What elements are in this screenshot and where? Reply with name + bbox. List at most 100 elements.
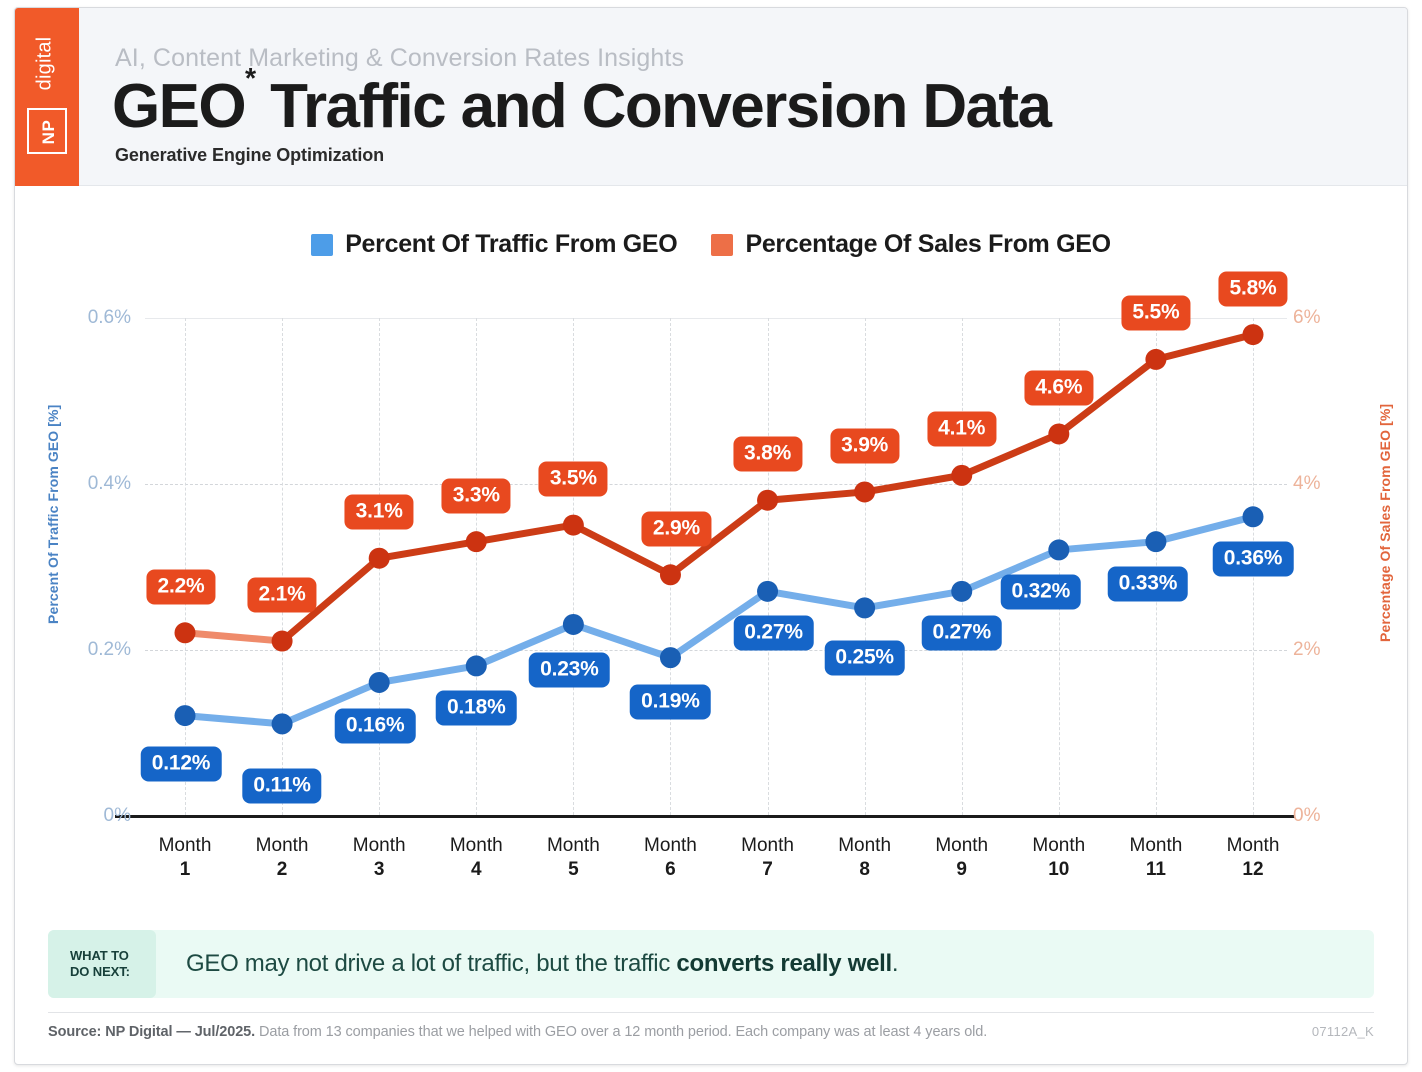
sales-value-badge: 2.1%: [247, 577, 317, 613]
legend-item-sales[interactable]: Percentage Of Sales From GEO: [711, 230, 1111, 259]
callout-text: GEO may not drive a lot of traffic, but …: [156, 950, 899, 978]
x-label-number: 5: [568, 858, 579, 880]
traffic-value-badge: 0.23%: [529, 652, 610, 688]
gridline-0.2: [145, 650, 1287, 651]
legend-swatch-icon-sales: [711, 233, 734, 256]
x-axis-label: Month 1: [159, 834, 212, 882]
callout-tag: WHAT TO DO NEXT:: [48, 930, 156, 998]
x-label-month: Month: [1129, 835, 1183, 856]
axis-baseline: [115, 815, 1295, 818]
logo-np-box: NP: [27, 108, 67, 154]
sales-value-badge: 4.1%: [927, 411, 997, 447]
footer-divider: [48, 1012, 1374, 1013]
x-axis-label: Month 9: [935, 834, 988, 882]
sales-value-badge: 3.8%: [732, 436, 803, 472]
x-axis-label: Month 12: [1227, 834, 1280, 882]
sales-value-badge: 3.3%: [441, 478, 511, 514]
x-label-number: 12: [1242, 858, 1264, 880]
header-eyebrow: AI, Content Marketing & Conversion Rates…: [115, 44, 685, 72]
header: digital NP AI, Content Marketing & Conve…: [15, 8, 1407, 186]
np-digital-logo: digital NP: [15, 8, 79, 186]
series-lines: [174, 324, 1264, 735]
title-asterisk: *: [245, 62, 256, 95]
left-tick-0.4: 0.4%: [87, 473, 131, 494]
vertical-gridline: [767, 318, 769, 815]
footer-code: 07112A_K: [1311, 1024, 1374, 1039]
traffic-value-badge: 0.11%: [242, 768, 322, 804]
x-label-month: Month: [1226, 835, 1280, 856]
right-tick-4: 4%: [1293, 473, 1321, 494]
page-title: GEO* Traffic and Conversion Data: [112, 64, 1052, 138]
sales-value-badge: 5.5%: [1121, 295, 1191, 331]
chart-legend: Percent Of Traffic From GEO Percentage O…: [15, 230, 1407, 259]
footer-source: Source: NP Digital — Jul/2025. Data from…: [48, 1024, 987, 1040]
sales-value-badge: 5.8%: [1218, 271, 1288, 307]
traffic-value-badge: 0.27%: [733, 615, 814, 651]
vertical-gridline: [185, 318, 186, 815]
x-label-month: Month: [935, 835, 989, 856]
x-label-month: Month: [838, 835, 892, 856]
x-axis-label: Month 8: [838, 834, 891, 882]
gridline-0.6: [145, 318, 1287, 319]
traffic-value-badge: 0.19%: [630, 684, 711, 720]
x-label-number: 8: [859, 858, 870, 880]
x-label-month: Month: [741, 835, 794, 856]
legend-item-traffic[interactable]: Percent Of Traffic From GEO: [311, 230, 678, 259]
vertical-gridline: [282, 318, 284, 815]
logo-np-text: NP: [39, 119, 58, 145]
traffic-value-badge: 0.16%: [334, 708, 416, 744]
x-axis-label: Month 11: [1130, 834, 1183, 882]
x-label-month: Month: [546, 835, 600, 856]
callout-text-start: GEO may not drive a lot of traffic, but …: [186, 950, 677, 977]
vertical-gridline: [1058, 318, 1060, 815]
footer: Source: NP Digital — Jul/2025. Data from…: [48, 1024, 1374, 1040]
left-tick-0.2: 0.2%: [87, 639, 131, 660]
x-label-number: 6: [665, 858, 676, 880]
page-title-main: GEO: [112, 72, 247, 141]
sales-value-badge: 4.6%: [1024, 370, 1094, 406]
x-axis-label: Month 10: [1032, 834, 1085, 882]
x-label-month: Month: [255, 835, 309, 856]
sales-value-badge: 3.5%: [538, 461, 608, 497]
x-label-month: Month: [1032, 835, 1086, 856]
footer-source-bold: Source: NP Digital — Jul/2025.: [48, 1024, 256, 1040]
x-label-number: 1: [179, 858, 191, 880]
legend-label-traffic: Percent Of Traffic From GEO: [345, 230, 678, 258]
chart-plot-area: Percent Of Traffic From GEO [%] Percenta…: [15, 271, 1407, 904]
x-label-number: 9: [956, 858, 967, 880]
sales-value-badge: 2.9%: [641, 511, 711, 547]
page-subtitle: Generative Engine Optimization: [115, 145, 385, 165]
card-frame: digital NP AI, Content Marketing & Conve…: [14, 7, 1408, 1065]
vertical-gridline: [961, 318, 963, 815]
x-axis-label: Month 2: [256, 834, 309, 882]
x-axis-label: Month 3: [353, 834, 406, 882]
x-label-number: 3: [373, 858, 385, 880]
traffic-value-badge: 0.25%: [824, 640, 905, 676]
x-label-number: 2: [276, 858, 288, 880]
x-axis-label: Month 4: [450, 834, 503, 882]
x-label-month: Month: [352, 835, 406, 856]
x-label-number: 4: [470, 858, 482, 880]
x-axis-label: Month 6: [644, 834, 697, 882]
traffic-value-badge: 0.33%: [1107, 566, 1189, 602]
traffic-value-badge: 0.12%: [140, 746, 222, 782]
callout-tag-line1: WHAT TO: [70, 947, 129, 963]
what-to-do-next-callout: WHAT TO DO NEXT: GEO may not drive a lot…: [48, 930, 1374, 998]
x-label-number: 7: [762, 858, 773, 880]
page-title-rest: Traffic and Conversion Data: [254, 72, 1052, 141]
callout-text-bold: converts really well: [676, 950, 892, 977]
legend-label-sales: Percentage Of Sales From GEO: [745, 230, 1111, 258]
x-label-month: Month: [644, 835, 697, 856]
x-label-month: Month: [449, 835, 503, 856]
callout-tag-line2: DO NEXT:: [70, 964, 130, 979]
traffic-value-badge: 0.27%: [921, 615, 1002, 651]
vertical-gridline: [864, 318, 866, 815]
callout-text-end: .: [891, 950, 899, 977]
right-tick-2: 2%: [1293, 639, 1321, 660]
traffic-value-badge: 0.36%: [1212, 541, 1294, 577]
x-axis-label: Month 5: [547, 834, 600, 882]
footer-source-rest: Data from 13 companies that we helped wi…: [255, 1024, 988, 1040]
traffic-value-badge: 0.18%: [435, 690, 517, 726]
sales-value-badge: 2.2%: [146, 569, 216, 605]
sales-value-badge: 3.9%: [830, 428, 900, 464]
